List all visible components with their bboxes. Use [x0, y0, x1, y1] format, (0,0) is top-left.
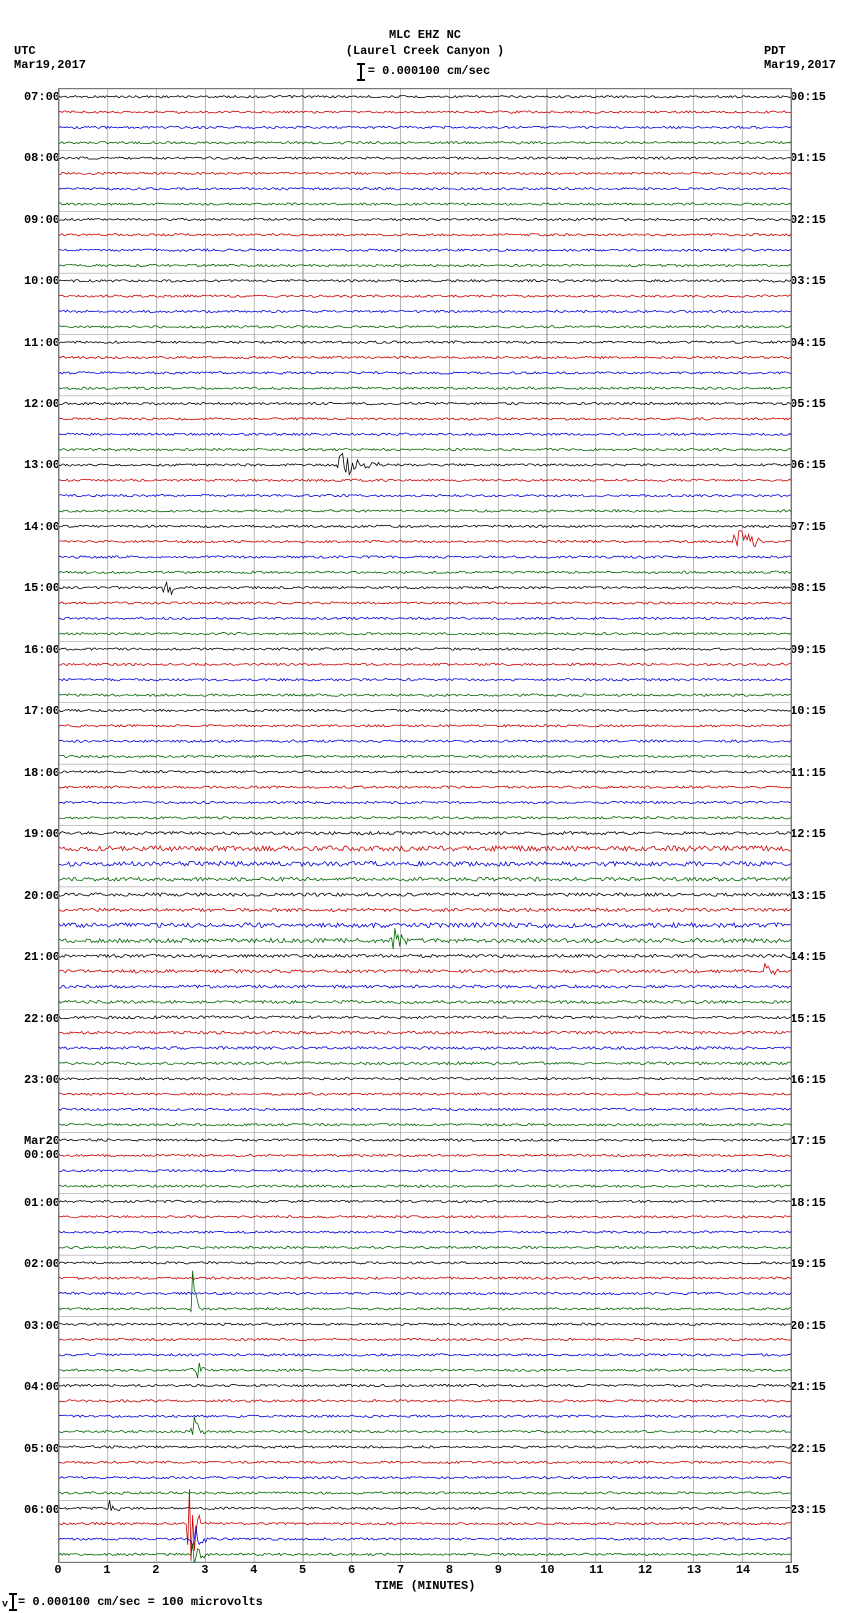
footer-scale-bar-icon: [12, 1593, 14, 1611]
x-tick-label: 13: [687, 1563, 701, 1577]
pdt-hour-label: 20:15: [790, 1319, 850, 1333]
utc-hour-label: 10:00: [0, 274, 60, 288]
chart-header: MLC EHZ NC (Laurel Creek Canyon ) = 0.00…: [0, 0, 850, 87]
x-tick-label: 10: [540, 1563, 554, 1577]
utc-hour-label: 18:00: [0, 766, 60, 780]
utc-hour-label: 12:00: [0, 397, 60, 411]
x-tick-label: 8: [446, 1563, 453, 1577]
pdt-hour-label: 11:15: [790, 766, 850, 780]
x-tick-label: 12: [638, 1563, 652, 1577]
utc-hour-label: 23:00: [0, 1073, 60, 1087]
utc-hour-label: 07:00: [0, 90, 60, 104]
pdt-hour-label: 15:15: [790, 1012, 850, 1026]
utc-hour-label: 14:00: [0, 520, 60, 534]
pdt-hour-label: 04:15: [790, 336, 850, 350]
station-code: MLC EHZ NC: [0, 28, 850, 44]
pdt-hour-label: 03:15: [790, 274, 850, 288]
x-tick-label: 4: [250, 1563, 257, 1577]
amplitude-scale: = 0.000100 cm/sec: [360, 63, 490, 81]
x-tick-label: 11: [589, 1563, 603, 1577]
utc-hour-label: 01:00: [0, 1196, 60, 1210]
footer-prefix: v: [2, 1593, 8, 1610]
pdt-hour-label: 07:15: [790, 520, 850, 534]
scale-bar-icon: [360, 63, 362, 81]
footer-scale: v = 0.000100 cm/sec = 100 microvolts: [2, 1593, 263, 1611]
utc-hour-label: 05:00: [0, 1442, 60, 1456]
pdt-hour-label: 05:15: [790, 397, 850, 411]
utc-hour-label: 11:00: [0, 336, 60, 350]
utc-hour-label: Mar20 00:00: [0, 1134, 60, 1162]
pdt-hour-label: 00:15: [790, 90, 850, 104]
seismogram-chart: [58, 88, 792, 1563]
pdt-hour-label: 02:15: [790, 213, 850, 227]
pdt-hour-label: 17:15: [790, 1134, 850, 1148]
utc-hour-label: 02:00: [0, 1257, 60, 1271]
pdt-hour-label: 06:15: [790, 458, 850, 472]
x-tick-label: 1: [103, 1563, 110, 1577]
utc-hour-label: 08:00: [0, 151, 60, 165]
utc-hour-label: 20:00: [0, 889, 60, 903]
pdt-hour-label: 09:15: [790, 643, 850, 657]
pdt-hour-label: 13:15: [790, 889, 850, 903]
pdt-hour-label: 08:15: [790, 581, 850, 595]
pdt-hour-label: 19:15: [790, 1257, 850, 1271]
x-tick-label: 5: [299, 1563, 306, 1577]
utc-hour-label: 15:00: [0, 581, 60, 595]
x-tick-label: 9: [495, 1563, 502, 1577]
scale-text: = 0.000100 cm/sec: [368, 64, 490, 80]
pdt-hour-label: 22:15: [790, 1442, 850, 1456]
utc-hour-label: 17:00: [0, 704, 60, 718]
x-tick-label: 2: [152, 1563, 159, 1577]
seismogram-svg: [59, 89, 791, 1562]
utc-hour-label: 06:00: [0, 1503, 60, 1517]
pdt-hour-label: 21:15: [790, 1380, 850, 1394]
corner-top-left: UTCMar19,2017: [14, 44, 86, 72]
utc-hour-label: 03:00: [0, 1319, 60, 1333]
pdt-hour-label: 16:15: [790, 1073, 850, 1087]
pdt-hour-label: 14:15: [790, 950, 850, 964]
utc-hour-label: 09:00: [0, 213, 60, 227]
pdt-hour-label: 10:15: [790, 704, 850, 718]
x-axis-label: TIME (MINUTES): [58, 1579, 792, 1593]
x-tick-label: 7: [397, 1563, 404, 1577]
x-tick-label: 3: [201, 1563, 208, 1577]
station-location: (Laurel Creek Canyon ): [0, 44, 850, 60]
pdt-hour-label: 18:15: [790, 1196, 850, 1210]
x-tick-label: 15: [785, 1563, 799, 1577]
pdt-hour-label: 12:15: [790, 827, 850, 841]
utc-hour-label: 13:00: [0, 458, 60, 472]
utc-hour-label: 22:00: [0, 1012, 60, 1026]
pdt-hour-label: 23:15: [790, 1503, 850, 1517]
x-tick-label: 14: [736, 1563, 750, 1577]
footer-scale-text: = 0.000100 cm/sec = 100 microvolts: [18, 1595, 263, 1609]
x-tick-label: 6: [348, 1563, 355, 1577]
y-axis-utc-labels: 07:00 08:00 09:00 10:00 11:00 12:00 13:00 14:00…: [0, 88, 60, 1563]
x-tick-label: 0: [54, 1563, 61, 1577]
x-axis-ticks: 0123456789101112131415: [58, 1563, 792, 1577]
y-axis-pdt-labels: 00:15 01:15 02:15 03:15 04:15 05:15 06:15 07:15…: [790, 88, 850, 1563]
pdt-hour-label: 01:15: [790, 151, 850, 165]
utc-hour-label: 21:00: [0, 950, 60, 964]
seismogram-page: UTCMar19,2017 PDTMar19,2017 MLC EHZ NC (…: [0, 0, 850, 1613]
utc-hour-label: 16:00: [0, 643, 60, 657]
utc-hour-label: 04:00: [0, 1380, 60, 1394]
utc-hour-label: 19:00: [0, 827, 60, 841]
corner-top-right: PDTMar19,2017: [764, 44, 836, 72]
